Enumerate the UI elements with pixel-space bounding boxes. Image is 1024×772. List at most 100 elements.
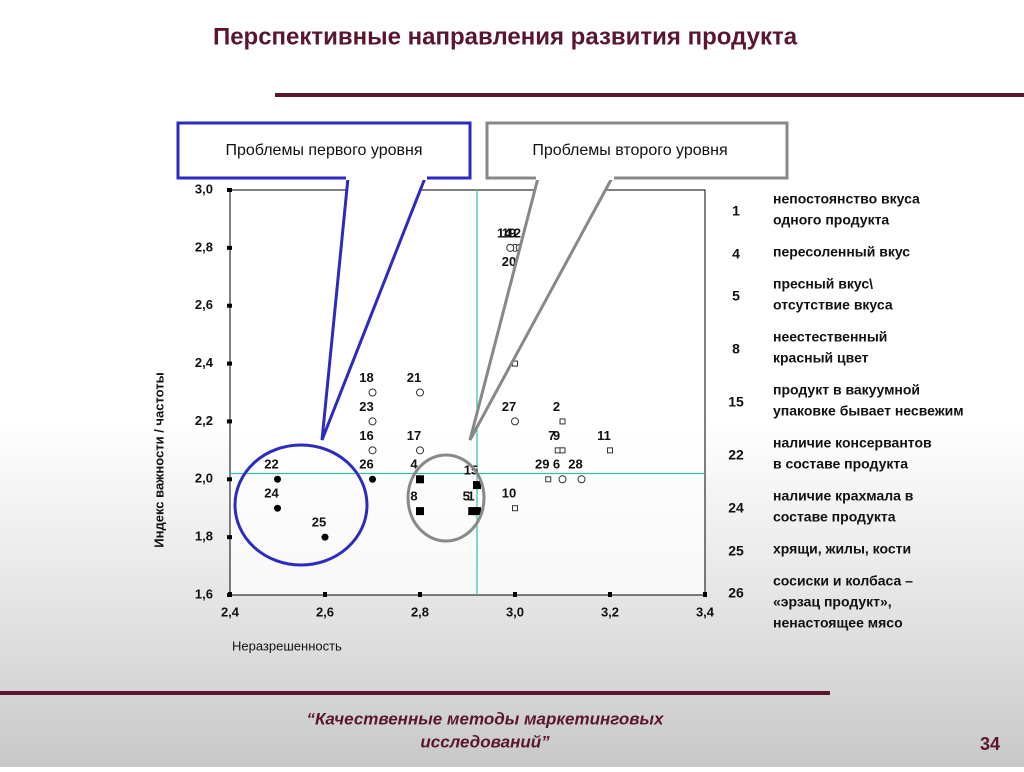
legend-text: продукт в вакуумной (773, 382, 920, 398)
x-tick (323, 592, 327, 597)
point (416, 507, 424, 516)
point (512, 505, 518, 512)
point-label: 25 (312, 515, 326, 530)
point-label: 11 (597, 428, 611, 443)
y-tick (227, 419, 232, 424)
point-label: 6 (553, 457, 560, 472)
y-tick-label: 2,4 (195, 355, 214, 370)
point-label: 26 (359, 457, 373, 472)
point-label: 24 (264, 486, 279, 501)
point-label: 1 (467, 489, 474, 504)
legend-text: наличие крахмала в (773, 488, 914, 504)
point-label: 4 (410, 457, 418, 472)
legend-text: пересоленный вкус (773, 244, 910, 260)
point-label: 9 (553, 428, 560, 443)
y-tick-label: 2,8 (195, 239, 213, 254)
legend-text: неестественный (773, 329, 887, 345)
legend-text: красный цвет (773, 350, 869, 366)
x-tick-label: 2,4 (221, 604, 240, 619)
x-tick (228, 592, 232, 597)
legend-number: 5 (732, 288, 740, 304)
legend: 1 непостоянство вкуса одного продукта 4 пере… (728, 191, 963, 631)
point-label: 22 (264, 457, 278, 472)
point (368, 417, 377, 426)
point (473, 507, 481, 516)
point (416, 388, 424, 397)
y-tick-label: 1,8 (195, 529, 213, 544)
first-level-box (176, 121, 472, 180)
point (416, 475, 424, 484)
x-tick (608, 592, 612, 597)
x-tick-label: 2,6 (316, 604, 334, 619)
first-level-joint (346, 176, 427, 180)
second-level-joint (536, 176, 614, 180)
second-level-box (485, 121, 789, 180)
legend-text: пресный вкус\ (773, 276, 873, 292)
y-tick-label: 3,0 (195, 181, 213, 196)
x-tick (513, 592, 517, 597)
legend-number: 1 (732, 203, 740, 219)
title: Перспективные направления развития проду… (213, 23, 798, 50)
legend-text: составе продукта (773, 509, 896, 525)
footer-text: “Качественные методы маркетинговых (306, 709, 665, 728)
y-tick (227, 535, 232, 540)
legend-number: 8 (732, 341, 740, 357)
point-label: 5 (463, 489, 470, 504)
point (577, 475, 586, 484)
x-tick-label: 3,4 (696, 604, 715, 619)
point (368, 446, 377, 455)
point-label: 15 (464, 463, 478, 478)
point-label: 14 (497, 225, 512, 240)
second-level-label: Проблемы второго уровня (532, 142, 727, 159)
point-label: 29 (535, 457, 549, 472)
point (274, 475, 281, 483)
y-axis-label: Индекс важности / частоты (151, 372, 166, 547)
point (559, 418, 566, 425)
point-label: 10 (502, 486, 516, 501)
point (468, 507, 477, 516)
legend-number: 15 (728, 394, 744, 410)
first-level-label: Проблемы первого уровня (225, 142, 422, 159)
legend-text: отсутствие вкуса (773, 297, 893, 313)
y-tick-label: 2,0 (195, 471, 213, 486)
legend-number: 24 (728, 500, 744, 516)
point-label: 21 (407, 370, 421, 385)
point (274, 504, 281, 512)
legend-text: в составе продукта (773, 456, 908, 472)
second-level-ellipse (406, 453, 486, 543)
legend-text: хрящи, жилы, кости (773, 541, 911, 557)
point (369, 475, 376, 483)
point (545, 476, 552, 483)
point-label: 23 (359, 399, 373, 414)
plot: 1,6 1,8 2,0 2,2 2,4 2,6 2,8 3,0 2,4 2,6 2,8 3,0 3,2 3… (195, 181, 715, 619)
legend-text: упаковке бывает несвежим (773, 403, 964, 419)
point (368, 388, 377, 397)
y-tick (227, 477, 232, 482)
page-number: 34 (980, 734, 1000, 754)
y-tick (227, 303, 232, 308)
legend-number: 4 (732, 246, 740, 262)
legend-text: сосиски и колбаса – (773, 573, 913, 589)
y-tick-label: 1,6 (195, 586, 213, 601)
legend-text: «эрзац продукт», (773, 594, 892, 610)
point-label: 12 (507, 225, 521, 240)
x-tick (703, 592, 707, 597)
legend-text: непостоянство вкуса (773, 191, 920, 207)
point (506, 243, 515, 252)
point (321, 533, 329, 541)
legend-number: 26 (728, 585, 744, 601)
point (473, 481, 481, 490)
point (511, 417, 519, 426)
legend-number: 25 (728, 543, 744, 559)
footer-text: исследований” (420, 732, 550, 751)
x-tick-label: 3,0 (506, 604, 524, 619)
point (607, 447, 613, 454)
point-label: 7 (548, 428, 555, 443)
point-label: 28 (568, 457, 582, 472)
x-axis-label: Неразрешенность (232, 638, 342, 653)
plot-frame (229, 189, 706, 596)
x-tick (418, 592, 422, 597)
first-level-ellipse (233, 443, 369, 567)
point (558, 475, 567, 484)
